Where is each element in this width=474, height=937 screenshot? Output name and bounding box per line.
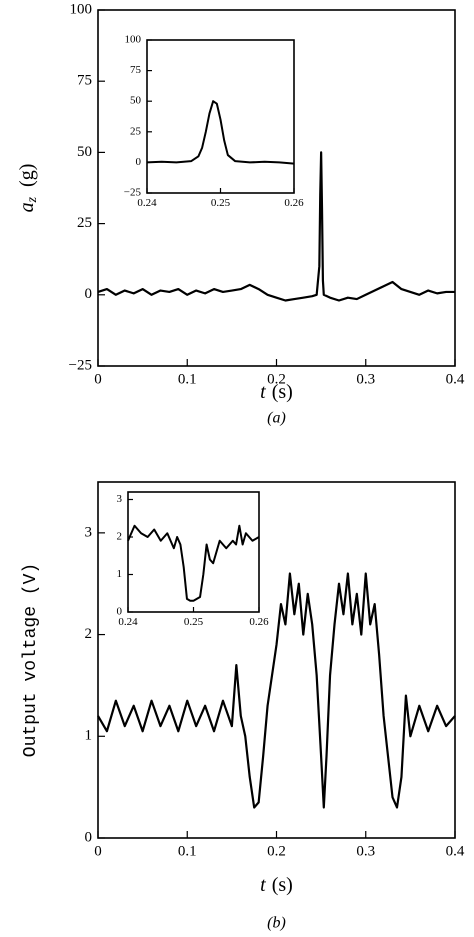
y-tick-label: 25 [77, 215, 92, 231]
x-tick-label: 0 [94, 844, 102, 860]
data-line [97, 151, 455, 302]
y-label-subscript: z [25, 196, 40, 203]
x-tick-label: 0.25 [184, 616, 204, 628]
y-tick-label: 50 [77, 144, 92, 160]
y-tick-label: 25 [130, 125, 142, 137]
plot-frame [127, 491, 260, 613]
y-tick-label: 0 [136, 156, 142, 168]
x-tick-label: 0.4 [446, 844, 465, 860]
x-tick-label: 0.1 [178, 844, 197, 860]
y-tick-label: 1 [85, 728, 93, 744]
plot-frame [97, 481, 456, 839]
y-tick-label: 3 [85, 524, 93, 540]
y-tick-label: 75 [77, 73, 92, 89]
y-tick-label: 0 [85, 286, 93, 302]
y-tick-label: 3 [117, 493, 123, 505]
data-line [146, 100, 295, 165]
y-tick-label: 100 [70, 1, 93, 17]
y-tick-label: −25 [124, 187, 142, 199]
x-tick-label: 0.2 [267, 844, 286, 860]
x-tick-label: 0.24 [118, 616, 138, 628]
x-label-symbol: t [260, 874, 266, 896]
x-axis-label: t (s) [260, 381, 293, 403]
x-tick-label: 0 [94, 372, 102, 388]
y-tick-label: 75 [130, 64, 142, 76]
y-tick-label: 0 [85, 829, 93, 845]
panel-caption: (a) [267, 410, 286, 427]
x-tick-label: 0.1 [178, 372, 197, 388]
y-tick-label: 0 [117, 606, 123, 618]
y-tick-label: 2 [117, 531, 123, 543]
x-tick-label: 0.3 [356, 372, 375, 388]
x-tick-label: 0.25 [211, 197, 231, 209]
x-tick-label: 0.26 [284, 197, 304, 209]
x-axis-label: t (s) [260, 874, 293, 896]
data-line [127, 524, 260, 602]
y-tick-label: 100 [125, 34, 142, 46]
y-tick-label: 50 [130, 95, 142, 107]
y-tick-label: 1 [117, 568, 123, 580]
y-axis-label: Output voltage (V) [21, 563, 41, 757]
y-label-unit: (g) [16, 164, 38, 187]
x-tick-label: 0.4 [446, 372, 465, 388]
x-tick-label: 0.24 [137, 197, 157, 209]
x-tick-label: 0.26 [249, 616, 269, 628]
x-label-unit: (s) [272, 381, 293, 403]
x-tick-label: 0.2 [267, 372, 286, 388]
y-tick-label: −25 [69, 357, 92, 373]
y-axis-label: az (g) [16, 164, 41, 213]
panel-caption: (b) [267, 915, 286, 932]
x-label-unit: (s) [272, 874, 293, 896]
data-line [97, 572, 456, 809]
y-tick-label: 2 [85, 626, 93, 642]
x-tick-label: 0.3 [356, 844, 375, 860]
x-label-symbol: t [260, 381, 266, 403]
y-label-symbol: a [16, 202, 38, 212]
